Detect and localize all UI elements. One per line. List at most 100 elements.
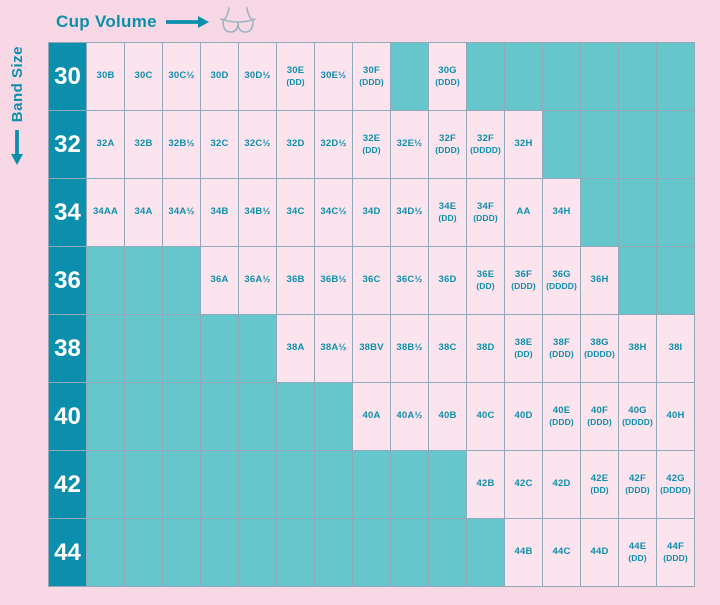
size-label: 40H <box>666 410 685 422</box>
size-label: 40A½ <box>396 410 423 422</box>
band-size-label: Band Size <box>8 46 26 123</box>
cup-equivalent-label: (DDDD) <box>660 485 691 496</box>
size-cell-38I: 38I <box>657 315 694 382</box>
size-cell-44D: 44D <box>581 519 618 586</box>
size-label: 44E <box>628 540 647 552</box>
cup-equivalent-label: (DDD) <box>435 77 460 88</box>
size-cell-42G: 42G (DDDD) <box>657 451 694 518</box>
size-label: 34A½ <box>168 206 195 218</box>
size-cell-34F: 34F (DDD) <box>467 179 504 246</box>
empty-cell <box>391 519 428 586</box>
size-label: 38BV <box>359 342 384 354</box>
size-cell-34A: 34A <box>125 179 162 246</box>
size-label: 34AA <box>92 206 119 218</box>
empty-cell <box>619 43 656 110</box>
arrow-down-icon <box>11 130 23 166</box>
size-label: 38I <box>668 342 683 354</box>
size-cell-36C½: 36C½ <box>391 247 428 314</box>
size-label: 32F <box>477 132 494 144</box>
cup-equivalent-label: (DDDD) <box>470 145 501 156</box>
size-label: 34D <box>362 206 381 218</box>
size-label: 36C <box>362 274 381 286</box>
size-cell-36F: 36F (DDD) <box>505 247 542 314</box>
cup-equivalent-label: (DDD) <box>473 213 498 224</box>
empty-cell <box>239 451 276 518</box>
size-cell-44C: 44C <box>543 519 580 586</box>
empty-cell <box>163 383 200 450</box>
size-label: 38A <box>286 342 305 354</box>
size-cell-32E: 32E (DD) <box>353 111 390 178</box>
size-cell-34C½: 34C½ <box>315 179 352 246</box>
empty-cell <box>163 451 200 518</box>
size-label: 36F <box>515 268 532 280</box>
cup-equivalent-label: (DD) <box>476 281 495 292</box>
size-cell-42D: 42D <box>543 451 580 518</box>
size-label: 44B <box>514 546 533 558</box>
size-cell-44F: 44F (DDD) <box>657 519 694 586</box>
size-cell-AA: AA <box>505 179 542 246</box>
empty-cell <box>467 43 504 110</box>
size-cell-36B: 36B <box>277 247 314 314</box>
size-label: 32E <box>362 132 381 144</box>
size-cell-36A½: 36A½ <box>239 247 276 314</box>
size-label: 30D <box>210 70 229 82</box>
cup-equivalent-label: (DDDD) <box>546 281 577 292</box>
empty-cell <box>543 43 580 110</box>
size-label: 40E <box>552 404 571 416</box>
size-cell-38C: 38C <box>429 315 466 382</box>
empty-cell <box>353 519 390 586</box>
empty-cell <box>125 451 162 518</box>
size-label: 34E <box>438 200 457 212</box>
empty-cell <box>163 315 200 382</box>
size-label: 32B <box>134 138 153 150</box>
size-label: 38G <box>590 336 609 348</box>
size-label: 44F <box>667 540 684 552</box>
size-label: 42G <box>666 472 685 484</box>
size-cell-36C: 36C <box>353 247 390 314</box>
size-cell-32B½: 32B½ <box>163 111 200 178</box>
size-cell-40G: 40G (DDDD) <box>619 383 656 450</box>
size-cell-36H: 36H <box>581 247 618 314</box>
empty-cell <box>391 43 428 110</box>
empty-cell <box>277 451 314 518</box>
empty-cell <box>543 111 580 178</box>
empty-cell <box>657 43 694 110</box>
empty-cell <box>125 247 162 314</box>
empty-cell <box>239 383 276 450</box>
empty-cell <box>619 179 656 246</box>
size-label: 34B <box>210 206 229 218</box>
size-label: 32C <box>210 138 229 150</box>
size-label: 32D <box>286 138 305 150</box>
size-cell-30G: 30G (DDD) <box>429 43 466 110</box>
size-cell-34E: 34E (DD) <box>429 179 466 246</box>
size-cell-38BV: 38BV <box>353 315 390 382</box>
size-label: 34F <box>477 200 494 212</box>
size-label: 40C <box>476 410 495 422</box>
size-label: 36A <box>210 274 229 286</box>
empty-cell <box>315 383 352 450</box>
size-cell-34A½: 34A½ <box>163 179 200 246</box>
size-label: 32B½ <box>168 138 195 150</box>
size-label: 36B <box>286 274 305 286</box>
size-label: 30E½ <box>320 70 347 82</box>
size-label: 40A <box>362 410 381 422</box>
size-label: 36G <box>552 268 571 280</box>
cup-equivalent-label: (DDD) <box>587 417 612 428</box>
empty-cell <box>315 519 352 586</box>
empty-cell <box>657 111 694 178</box>
size-label: 30G <box>438 64 457 76</box>
size-label: 42F <box>629 472 646 484</box>
size-cell-34H: 34H <box>543 179 580 246</box>
size-cell-30C½: 30C½ <box>163 43 200 110</box>
size-cell-30F: 30F (DDD) <box>353 43 390 110</box>
size-cell-36A: 36A <box>201 247 238 314</box>
size-label: 38C <box>438 342 457 354</box>
size-cell-30E½: 30E½ <box>315 43 352 110</box>
band-row-header-30: 30 <box>49 43 86 110</box>
size-cell-38D: 38D <box>467 315 504 382</box>
size-cell-38F: 38F (DDD) <box>543 315 580 382</box>
size-label: 36H <box>590 274 609 286</box>
size-label: 40D <box>514 410 533 422</box>
size-cell-32H: 32H <box>505 111 542 178</box>
size-cell-36E: 36E (DD) <box>467 247 504 314</box>
